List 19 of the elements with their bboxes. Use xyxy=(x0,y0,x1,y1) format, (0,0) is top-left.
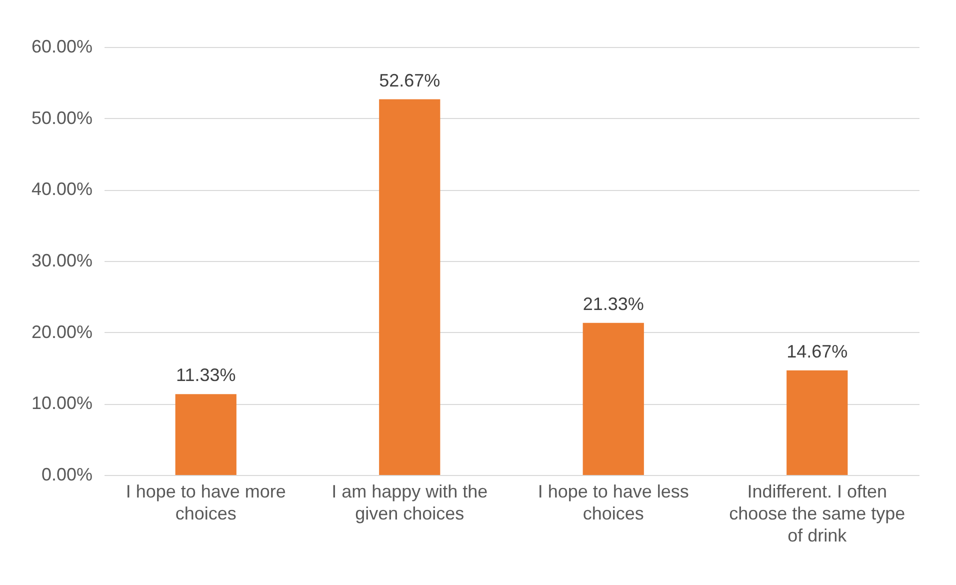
bar xyxy=(582,322,644,475)
y-tick-label: 50.00% xyxy=(31,108,92,128)
x-tick-label: I am happy with the given choices xyxy=(332,482,488,524)
y-tick-label: 40.00% xyxy=(31,179,92,200)
y-tick-label: 30.00% xyxy=(31,250,92,270)
bar xyxy=(175,394,236,475)
y-tick-label: 0.00% xyxy=(41,464,92,484)
x-tick-label: Indifferent. I often choose the same type of drink xyxy=(729,482,906,546)
data-label: 52.67% xyxy=(379,70,440,90)
x-tick-label: I hope to have more choices xyxy=(126,482,286,524)
y-tick-label: 20.00% xyxy=(31,322,92,342)
data-label: 14.67% xyxy=(786,341,848,362)
x-tick-label: I hope to have less choices xyxy=(538,482,689,524)
y-tick-label: 10.00% xyxy=(31,393,92,414)
data-label: 21.33% xyxy=(582,294,644,314)
y-tick-label: 60.00% xyxy=(31,36,92,56)
bar xyxy=(379,99,440,475)
data-label: 11.33% xyxy=(176,365,236,386)
bar xyxy=(786,370,848,475)
